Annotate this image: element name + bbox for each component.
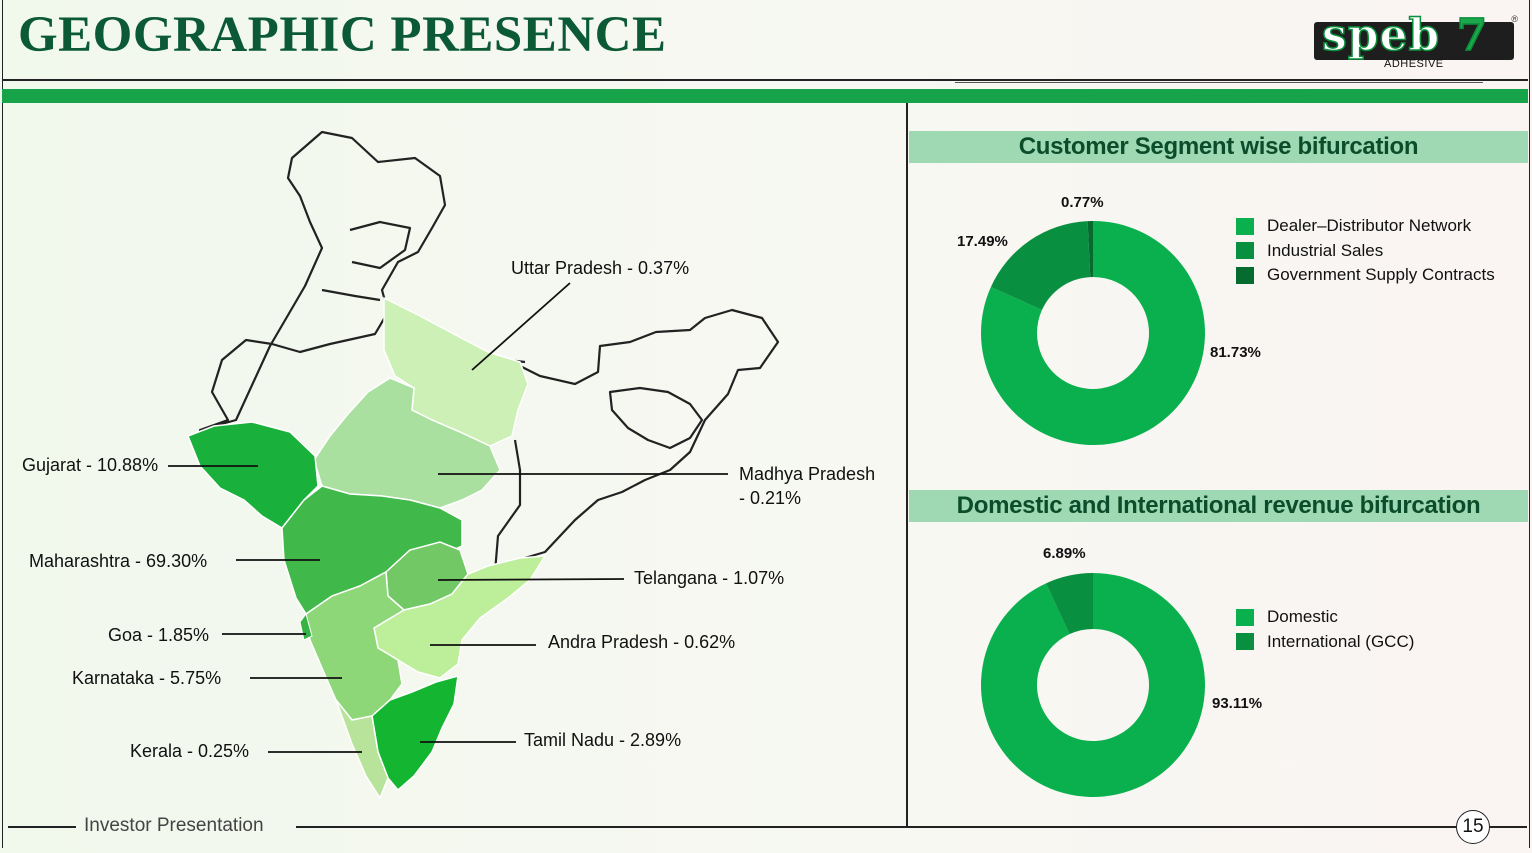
label-andhra-pradesh: Andra Pradesh - 0.62% bbox=[548, 632, 736, 652]
chart1-slice-0 bbox=[981, 221, 1205, 445]
chart1-legend-item: Dealer–Distributor Network bbox=[1236, 214, 1495, 239]
label-uttar-pradesh: Uttar Pradesh - 0.37% bbox=[511, 258, 690, 278]
logo-background bbox=[1314, 22, 1514, 60]
header-rule bbox=[2, 79, 1528, 81]
chart2-legend-item: Domestic bbox=[1236, 605, 1414, 630]
label-madhya-pradesh-value: - 0.21% bbox=[739, 488, 802, 508]
chart1-legend-label: Industrial Sales bbox=[1267, 240, 1384, 260]
chart2-legend-swatch-1 bbox=[1236, 633, 1254, 651]
panel-divider bbox=[906, 103, 908, 826]
header-thin-rule bbox=[955, 82, 1483, 83]
leader-telangana bbox=[437, 578, 625, 581]
uttar-pradesh-state bbox=[383, 296, 529, 447]
label-maharashtra: Maharashtra - 69.30% bbox=[29, 551, 208, 571]
chart2-legend: Domestic International (GCC) bbox=[1236, 605, 1414, 654]
chart2-donut bbox=[981, 573, 1205, 797]
label-kerala: Kerala - 0.25% bbox=[130, 741, 250, 761]
logo-subtitle: ADHESIVE bbox=[1384, 58, 1444, 70]
speb-logo: speb 7 ADHESIVE ® bbox=[1312, 9, 1520, 72]
label-telangana: Telangana - 1.07% bbox=[634, 568, 785, 588]
chart1-legend-label: Government Supply Contracts bbox=[1267, 265, 1495, 285]
chart1-data-label-dealer: 81.73% bbox=[1210, 344, 1261, 361]
chart2-legend-item: International (GCC) bbox=[1236, 630, 1414, 655]
chart1-slice-2 bbox=[1087, 221, 1093, 278]
chart1-donut bbox=[981, 221, 1205, 445]
chart1-legend-swatch-2 bbox=[1236, 266, 1254, 284]
chart1-legend-swatch-0 bbox=[1236, 217, 1254, 235]
footer-rule-left bbox=[8, 826, 76, 828]
logo-mark: 7 bbox=[1456, 9, 1489, 62]
chart2-legend-label: Domestic bbox=[1267, 607, 1338, 627]
label-tamil-nadu: Tamil Nadu - 2.89% bbox=[524, 730, 682, 750]
chart2-slice-0 bbox=[981, 573, 1205, 797]
east-outline bbox=[493, 308, 780, 574]
chart2-legend-label: International (GCC) bbox=[1267, 631, 1415, 651]
chart1-title: Customer Segment wise bifurcation bbox=[909, 131, 1528, 163]
chart1-legend-item: Industrial Sales bbox=[1236, 239, 1495, 264]
logo-registered-mark: ® bbox=[1511, 14, 1518, 24]
chart2-data-label-international: 6.89% bbox=[1043, 545, 1086, 562]
karnataka-state bbox=[305, 570, 406, 721]
chart1-legend-item: Government Supply Contracts bbox=[1236, 263, 1495, 288]
chart2-legend-swatch-0 bbox=[1236, 608, 1254, 626]
logo-wordmark: speb 7 bbox=[1321, 9, 1489, 62]
chart1-legend-label: Dealer–Distributor Network bbox=[1267, 216, 1472, 236]
kerala-state bbox=[335, 699, 389, 800]
label-goa: Goa - 1.85% bbox=[108, 625, 210, 645]
chart2-slice-1 bbox=[1046, 573, 1093, 635]
chart2-title: Domestic and International revenue bifur… bbox=[909, 490, 1528, 522]
page-title: GEOGRAPHIC PRESENCE bbox=[18, 7, 667, 63]
footer-rule-right bbox=[296, 826, 1456, 828]
chart1-legend-swatch-1 bbox=[1236, 242, 1254, 260]
chart1-data-label-industrial: 17.49% bbox=[957, 233, 1008, 250]
chart1-legend: Dealer–Distributor Network Industrial Sa… bbox=[1236, 214, 1495, 288]
chart1-data-label-government: 0.77% bbox=[1061, 194, 1104, 211]
label-gujarat: Gujarat - 10.88% bbox=[22, 455, 159, 475]
northeast-detail bbox=[608, 386, 704, 450]
chart1-slice-1 bbox=[990, 221, 1091, 310]
header-green-band bbox=[2, 89, 1528, 103]
chart2-data-label-domestic: 93.11% bbox=[1212, 695, 1263, 712]
footer-text: Investor Presentation bbox=[84, 815, 264, 836]
label-madhya-pradesh: Madhya Pradesh bbox=[739, 464, 876, 484]
page-number: 15 bbox=[1456, 810, 1490, 844]
footer-rule-end bbox=[1489, 826, 1527, 828]
logo-brand: speb bbox=[1321, 9, 1441, 62]
label-karnataka: Karnataka - 5.75% bbox=[72, 668, 222, 688]
leader-uttar-pradesh bbox=[471, 282, 571, 371]
north-outline bbox=[198, 130, 447, 432]
